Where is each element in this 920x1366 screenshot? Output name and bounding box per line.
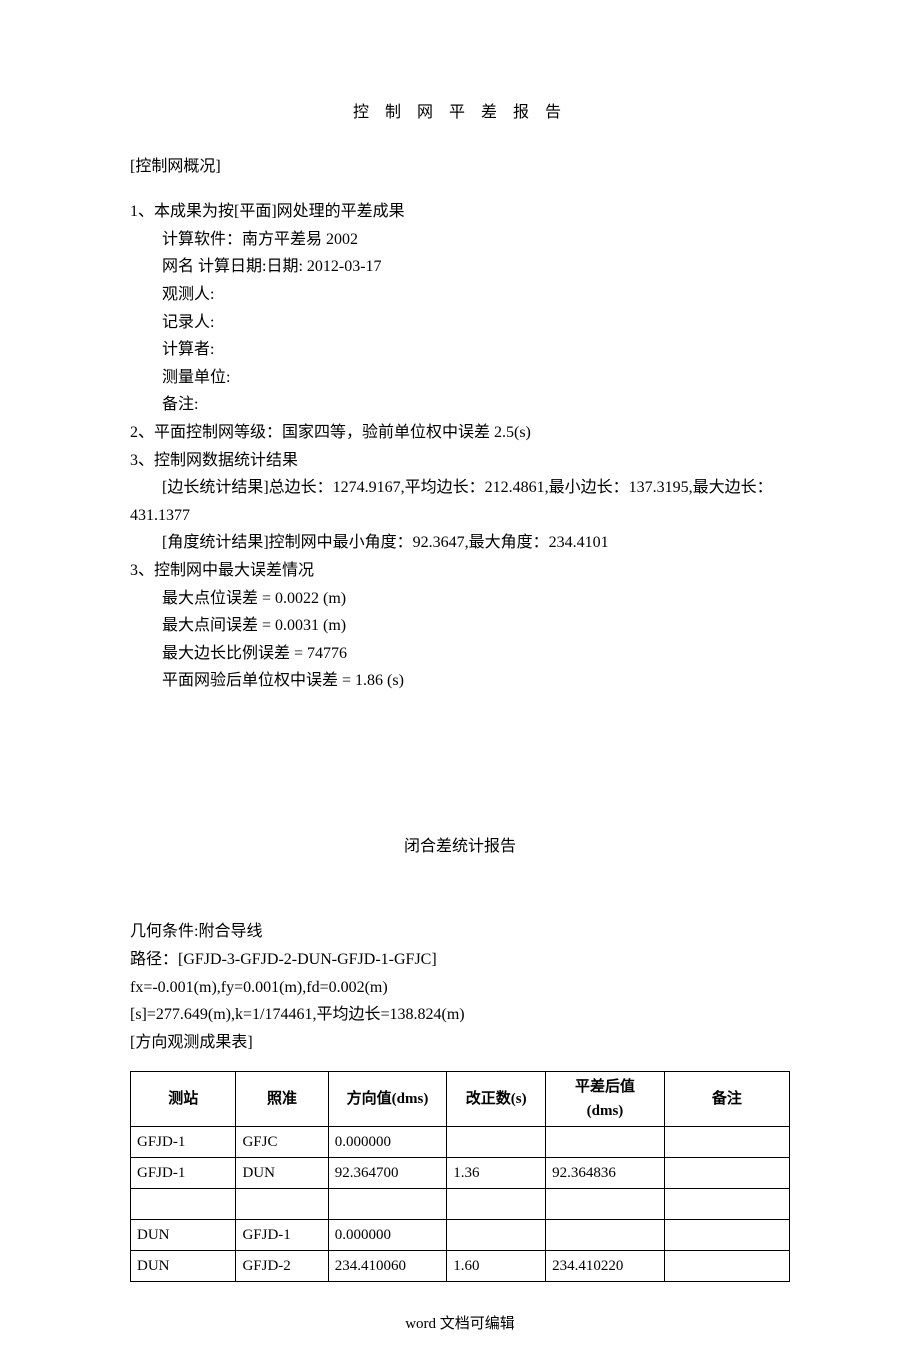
cell-remark [664, 1251, 789, 1282]
cell-target: GFJD-1 [236, 1220, 328, 1251]
table-row: DUN GFJD-2 234.410060 1.60 234.410220 [131, 1251, 790, 1282]
cell-correction [447, 1189, 546, 1220]
th-correction: 改正数(s) [447, 1072, 546, 1127]
cell-adjusted: 92.364836 [546, 1158, 665, 1189]
table-row: GFJD-1 DUN 92.364700 1.36 92.364836 [131, 1158, 790, 1189]
max-edge-ratio: 最大边长比例误差 = 74776 [130, 641, 790, 667]
edge-stats-b: 431.1377 [130, 503, 790, 529]
cell-station [131, 1189, 236, 1220]
th-adjusted-a: 平差后值 [575, 1079, 635, 1095]
edge-stats-a: [边长统计结果]总边长：1274.9167,平均边长：212.4861,最小边长… [130, 475, 790, 501]
cell-correction [447, 1220, 546, 1251]
cell-target: GFJD-2 [236, 1251, 328, 1282]
cell-direction [328, 1189, 447, 1220]
cell-target: DUN [236, 1158, 328, 1189]
max-inter-err: 最大点间误差 = 0.0031 (m) [130, 613, 790, 639]
th-direction: 方向值(dms) [328, 1072, 447, 1127]
item-2: 2、平面控制网等级：国家四等，验前单位权中误差 2.5(s) [130, 420, 790, 446]
overview-label: [控制网概况] [130, 154, 790, 180]
closure-title: 闭合差统计报告 [130, 834, 790, 860]
table-row: GFJD-1 GFJC 0.000000 [131, 1127, 790, 1158]
cell-direction: 0.000000 [328, 1220, 447, 1251]
th-target: 照准 [236, 1072, 328, 1127]
th-adjusted: 平差后值 (dms) [546, 1072, 665, 1127]
cell-direction: 0.000000 [328, 1127, 447, 1158]
cell-remark [664, 1220, 789, 1251]
cell-adjusted [546, 1127, 665, 1158]
calculator-line: 计算者: [130, 337, 790, 363]
fxfyfd-line: fx=-0.001(m),fy=0.001(m),fd=0.002(m) [130, 975, 790, 1001]
cell-adjusted: 234.410220 [546, 1251, 665, 1282]
table-header-row: 测站 照准 方向值(dms) 改正数(s) 平差后值 (dms) 备注 [131, 1072, 790, 1127]
cell-direction: 92.364700 [328, 1158, 447, 1189]
path-line: 路径：[GFJD-3-GFJD-2-DUN-GFJD-1-GFJC] [130, 947, 790, 973]
cell-correction: 1.36 [447, 1158, 546, 1189]
cell-station: GFJD-1 [131, 1158, 236, 1189]
cell-adjusted [546, 1220, 665, 1251]
item-3b-lead: 3、控制网中最大误差情况 [130, 558, 790, 584]
recorder-line: 记录人: [130, 310, 790, 336]
th-station: 测站 [131, 1072, 236, 1127]
unit-line: 测量单位: [130, 365, 790, 391]
cell-remark [664, 1158, 789, 1189]
th-remark: 备注 [664, 1072, 789, 1127]
dir-obs-label: [方向观测成果表] [130, 1030, 790, 1056]
cell-remark [664, 1189, 789, 1220]
post-unit-err: 平面网验后单位权中误差 = 1.86 (s) [130, 668, 790, 694]
table-body: GFJD-1 GFJC 0.000000 GFJD-1 DUN 92.36470… [131, 1127, 790, 1282]
observer-line: 观测人: [130, 282, 790, 308]
document-page: 控 制 网 平 差 报 告 [控制网概况] 1、本成果为按[平面]网处理的平差成… [0, 0, 920, 1366]
cell-station: GFJD-1 [131, 1127, 236, 1158]
page-footer: word 文档可编辑 [130, 1312, 790, 1336]
cell-adjusted [546, 1189, 665, 1220]
cell-station: DUN [131, 1220, 236, 1251]
cell-target: GFJC [236, 1127, 328, 1158]
cell-direction: 234.410060 [328, 1251, 447, 1282]
cell-correction: 1.60 [447, 1251, 546, 1282]
max-point-err: 最大点位误差 = 0.0022 (m) [130, 586, 790, 612]
geom-cond: 几何条件:附合导线 [130, 919, 790, 945]
table-row [131, 1189, 790, 1220]
angle-stats: [角度统计结果]控制网中最小角度：92.3647,最大角度：234.4101 [130, 530, 790, 556]
th-adjusted-b: (dms) [552, 1099, 658, 1123]
software-line: 计算软件：南方平差易 2002 [130, 227, 790, 253]
cell-station: DUN [131, 1251, 236, 1282]
direction-observation-table: 测站 照准 方向值(dms) 改正数(s) 平差后值 (dms) 备注 GFJD… [130, 1071, 790, 1282]
netname-line: 网名 计算日期:日期: 2012-03-17 [130, 254, 790, 280]
cell-target [236, 1189, 328, 1220]
cell-correction [447, 1127, 546, 1158]
remark-line: 备注: [130, 392, 790, 418]
page-title: 控 制 网 平 差 报 告 [130, 100, 790, 126]
item-3-lead: 3、控制网数据统计结果 [130, 448, 790, 474]
cell-remark [664, 1127, 789, 1158]
sk-line: [s]=277.649(m),k=1/174461,平均边长=138.824(m… [130, 1002, 790, 1028]
table-row: DUN GFJD-1 0.000000 [131, 1220, 790, 1251]
item-1-lead: 1、本成果为按[平面]网处理的平差成果 [130, 199, 790, 225]
